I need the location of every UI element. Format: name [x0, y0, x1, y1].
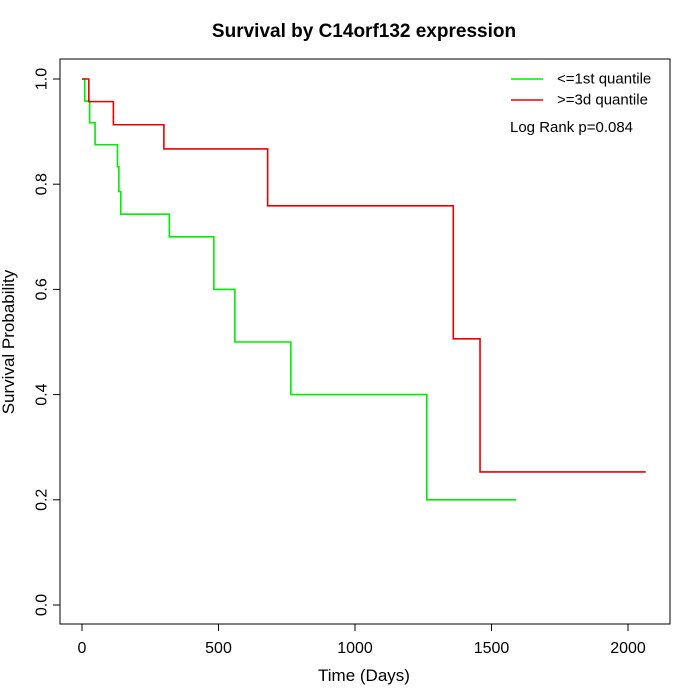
y-axis-label: Survival Probability	[0, 269, 18, 414]
y-tick-label: 1.0	[34, 68, 51, 90]
log-rank-annotation: Log Rank p=0.084	[510, 119, 633, 136]
plot-frame	[59, 58, 671, 625]
y-tick-label: 0.2	[34, 489, 51, 511]
y-axis: 0.0 0.2 0.4 0.6 0.8 1.0	[34, 68, 61, 616]
x-axis-label: Time (Days)	[318, 666, 410, 685]
series-line-2	[82, 78, 646, 473]
series-line-1	[82, 78, 517, 501]
x-tick-label: 2000	[610, 640, 646, 657]
legend-label: <=1st quantile	[557, 71, 651, 88]
legend-label: >=3d quantile	[557, 92, 648, 109]
y-tick-label: 0.8	[34, 173, 51, 195]
x-tick-label: 1500	[474, 640, 510, 657]
y-tick-label: 0.4	[34, 383, 51, 405]
x-axis: 0 500 1000 1500 2000	[78, 623, 646, 657]
x-tick-label: 1000	[337, 640, 373, 657]
series-layer	[82, 78, 646, 501]
x-tick-label: 500	[205, 640, 232, 657]
legend: <=1st quantile >=3d quantile	[511, 71, 651, 109]
y-tick-label: 0.0	[34, 594, 51, 616]
x-tick-label: 0	[78, 640, 87, 657]
chart-title: Survival by C14orf132 expression	[212, 21, 516, 42]
y-tick-label: 0.6	[34, 278, 51, 300]
